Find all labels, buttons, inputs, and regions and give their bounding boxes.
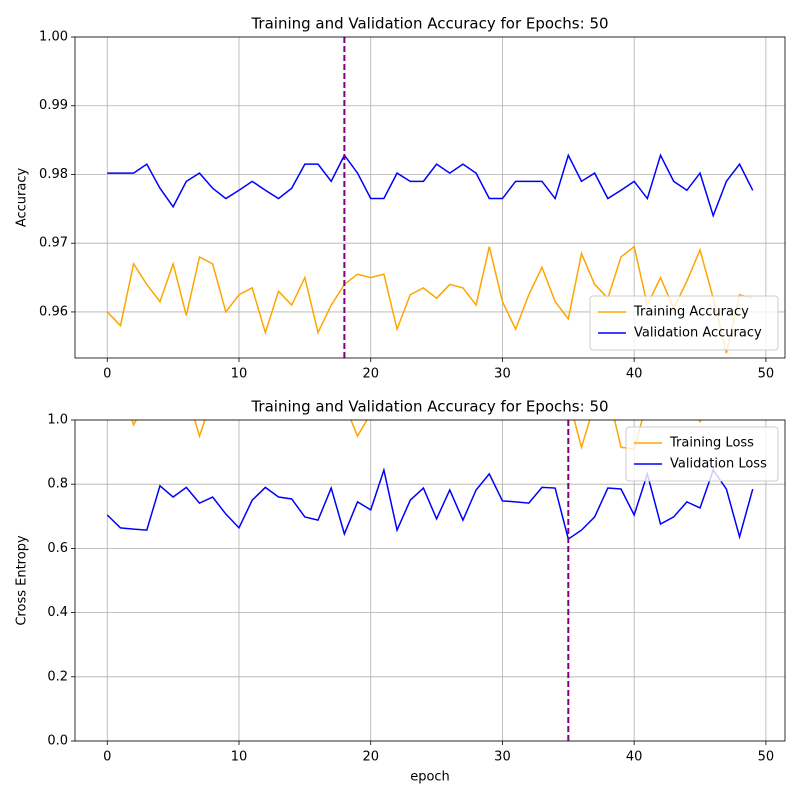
y-tick-label: 0.97 bbox=[39, 236, 68, 251]
x-tick-label: 40 bbox=[626, 367, 643, 382]
x-tick-label: 20 bbox=[362, 367, 379, 382]
y-tick-label: 1.00 bbox=[39, 30, 68, 45]
legend-box bbox=[589, 295, 779, 351]
legend-label: Training Accuracy bbox=[633, 305, 749, 320]
y-axis-label: Accuracy bbox=[15, 168, 30, 228]
y-axis-label: Cross Entropy bbox=[15, 535, 30, 626]
chart-title: Training and Validation Accuracy for Epo… bbox=[250, 15, 608, 33]
x-axis-label: epoch bbox=[410, 770, 450, 785]
y-tick-label: 0.98 bbox=[39, 167, 68, 182]
y-tick-label: 0.8 bbox=[47, 477, 68, 492]
y-tick-label: 0.6 bbox=[47, 541, 68, 556]
x-tick-label: 10 bbox=[231, 367, 248, 382]
plot-area bbox=[106, 153, 754, 354]
x-tick-label: 10 bbox=[231, 750, 248, 765]
legend-label: Validation Loss bbox=[670, 457, 767, 472]
y-tick-label: 0.0 bbox=[47, 734, 68, 749]
line-series bbox=[107, 153, 754, 219]
x-tick-label: 0 bbox=[103, 750, 111, 765]
legend-label: Training Loss bbox=[669, 436, 754, 451]
x-tick-label: 0 bbox=[103, 367, 111, 382]
legend: Training Accuracy Validation Accuracy bbox=[589, 295, 779, 351]
legend: Training Loss Validation Loss bbox=[625, 426, 779, 482]
y-tick-label: 0.4 bbox=[47, 605, 68, 620]
x-tick-label: 40 bbox=[626, 750, 643, 765]
x-tick-label: 30 bbox=[494, 367, 511, 382]
axes-frame bbox=[74, 419, 786, 742]
line-series bbox=[106, 245, 753, 354]
y-tick-label: 0.96 bbox=[39, 304, 68, 319]
y-tick-label: 0.99 bbox=[39, 98, 68, 113]
legend-label: Validation Accuracy bbox=[634, 326, 762, 341]
y-tick-label: 0.2 bbox=[47, 669, 68, 684]
x-tick-label: 50 bbox=[758, 750, 775, 765]
x-tick-label: 30 bbox=[494, 750, 511, 765]
x-tick-label: 50 bbox=[758, 367, 775, 382]
axes-frame bbox=[74, 36, 786, 359]
legend-box bbox=[625, 426, 779, 482]
x-tick-label: 20 bbox=[362, 750, 379, 765]
chart-title: Training and Validation Accuracy for Epo… bbox=[250, 398, 608, 416]
y-tick-label: 1.0 bbox=[47, 413, 68, 428]
